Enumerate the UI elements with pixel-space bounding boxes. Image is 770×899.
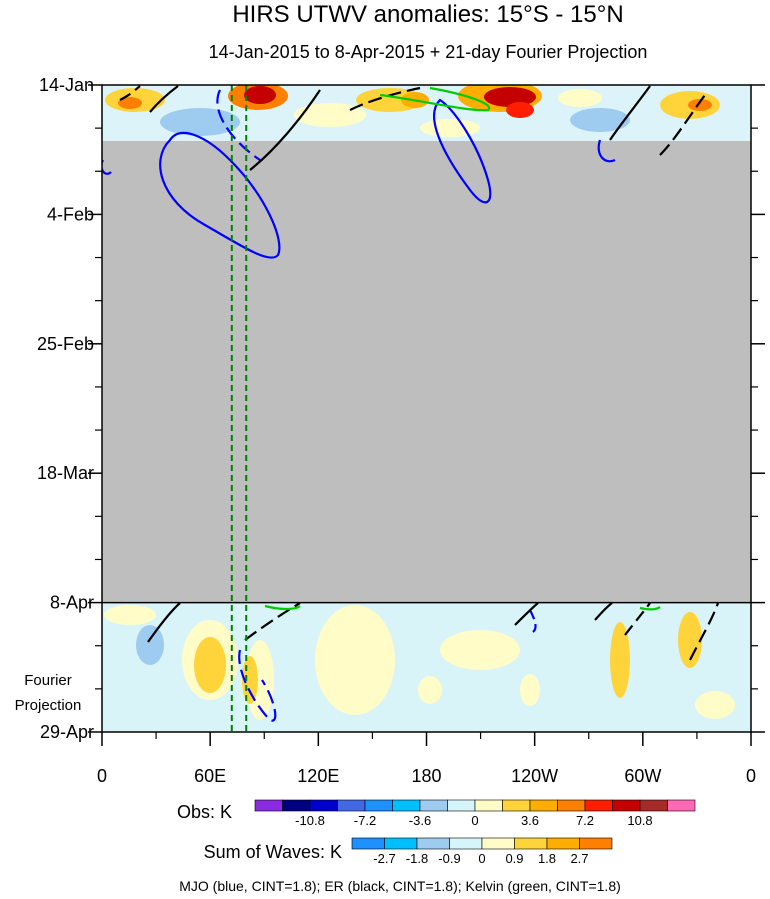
waves-colorbar-swatch	[416, 837, 450, 850]
obs-colorbar-label: 0	[471, 813, 478, 828]
mjo-contours	[102, 89, 616, 722]
waves-colorbar-label: 0	[478, 851, 485, 866]
obs-colorbar-swatch	[392, 799, 421, 812]
waves-colorbar-label: -0.9	[438, 851, 460, 866]
waves-colorbar-label: 2.7	[570, 851, 588, 866]
observed-anomaly-field	[102, 85, 751, 141]
waves-colorbar: Sum of Waves: K -2.7 -1.8 -0.9 0 0.9 1.8 2.7	[204, 837, 613, 866]
waves-colorbar-label: 1.8	[538, 851, 556, 866]
projection-label-line1: Fourier	[24, 672, 72, 689]
waves-colorbar-swatch	[481, 837, 515, 850]
obs-colorbar-swatch	[254, 799, 283, 812]
obs-colorbar-swatch	[447, 799, 476, 812]
waves-colorbar-swatch	[514, 837, 548, 850]
waves-colorbar-swatch	[546, 837, 580, 850]
waves-colorbar-label: -2.7	[373, 851, 395, 866]
obs-colorbar-swatch	[502, 799, 531, 812]
fourier-projection-field	[102, 603, 751, 732]
obs-colorbar-swatch	[667, 799, 696, 812]
x-tick-label: 120E	[297, 766, 339, 786]
projection-label-line2: Projection	[15, 697, 82, 714]
obs-colorbar-label: -10.8	[295, 813, 325, 828]
x-tick-label: 60E	[194, 766, 226, 786]
wave-contours	[102, 85, 720, 722]
obs-colorbar-swatch	[612, 799, 641, 812]
obs-colorbar-label: 7.2	[576, 813, 594, 828]
waves-colorbar-label: -1.8	[406, 851, 428, 866]
waves-colorbar-swatch	[579, 837, 613, 850]
x-axis: 0 60E 120E 180 120W 60W 0	[97, 601, 756, 786]
obs-colorbar-swatch	[474, 799, 503, 812]
chart-title: HIRS UTWV anomalies: 15°S - 15°N	[232, 1, 623, 28]
obs-colorbar-label: 10.8	[627, 813, 652, 828]
obs-colorbar-swatch	[364, 799, 393, 812]
obs-colorbar-swatch	[557, 799, 586, 812]
obs-colorbar-swatch	[282, 799, 311, 812]
obs-colorbar: Obs: K -10.8 -7.2 -3.6 0 3.6 7.2 10.8	[177, 799, 696, 828]
obs-colorbar-label: 3.6	[521, 813, 539, 828]
x-tick-label: 60W	[624, 766, 661, 786]
obs-colorbar-swatch	[529, 799, 558, 812]
waves-colorbar-swatch	[384, 837, 418, 850]
y-tick-label: 25-Feb	[37, 334, 94, 354]
y-tick-label: 29-Apr	[40, 722, 94, 742]
obs-colorbar-label: -3.6	[409, 813, 431, 828]
chart-subtitle: 14-Jan-2015 to 8-Apr-2015 + 21-day Fouri…	[209, 42, 648, 62]
kelvin-contours	[264, 86, 661, 611]
obs-colorbar-swatch	[639, 799, 668, 812]
obs-colorbar-label: -7.2	[354, 813, 376, 828]
x-tick-label: 180	[411, 766, 441, 786]
y-tick-label: 14-Jan	[39, 75, 94, 95]
obs-colorbar-swatch	[419, 799, 448, 812]
y-tick-label: 8-Apr	[50, 593, 94, 613]
obs-colorbar-swatch	[584, 799, 613, 812]
obs-colorbar-label: Obs: K	[177, 802, 232, 822]
obs-colorbar-swatch	[337, 799, 366, 812]
vertical-markers	[230, 85, 248, 732]
y-axis: 14-Jan 4-Feb 25-Feb 18-Mar 8-Apr 29-Apr	[37, 75, 765, 742]
obs-colorbar-swatch	[309, 799, 338, 812]
y-tick-label: 18-Mar	[37, 463, 94, 483]
er-contours	[119, 85, 720, 661]
waves-colorbar-label: 0.9	[505, 851, 523, 866]
contour-footnote: MJO (blue, CINT=1.8); ER (black, CINT=1.…	[179, 878, 621, 894]
waves-colorbar-swatch	[449, 837, 483, 850]
waves-colorbar-label: Sum of Waves: K	[204, 842, 342, 862]
x-tick-label: 120W	[511, 766, 558, 786]
missing-data-region	[102, 141, 751, 603]
waves-colorbar-swatch	[351, 837, 385, 850]
x-tick-label: 0	[97, 766, 107, 786]
y-tick-label: 4-Feb	[47, 204, 94, 224]
x-tick-label: 0	[746, 766, 756, 786]
plot-area	[102, 85, 751, 732]
